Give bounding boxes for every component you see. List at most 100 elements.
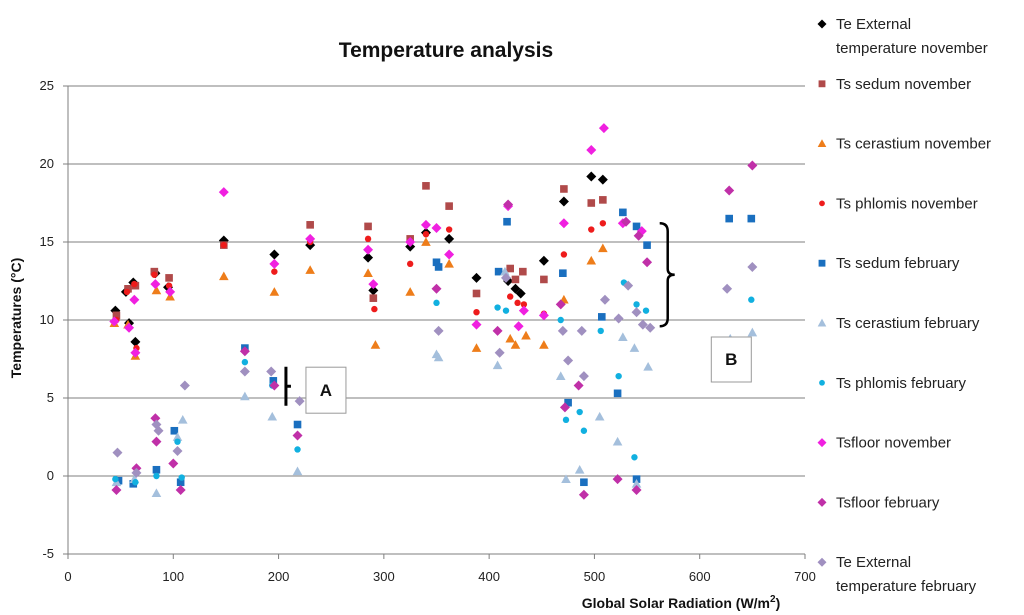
data-point: [471, 343, 482, 352]
data-point: [563, 355, 574, 366]
data-point: [151, 285, 162, 295]
data-point: [594, 411, 605, 421]
x-tick-label: 300: [373, 569, 395, 584]
x-axis-title: Global Solar Radiation (W/m2): [582, 594, 780, 611]
data-point: [539, 340, 549, 349]
legend-label: Tsfloor february: [836, 494, 940, 511]
data-point: [293, 420, 302, 429]
data-point: [471, 272, 482, 283]
data-point: [444, 249, 455, 260]
data-point: [177, 415, 188, 424]
data-point: [170, 426, 179, 435]
data-point: [151, 271, 158, 278]
legend-marker: [817, 19, 827, 29]
x-tick-label: 100: [162, 569, 184, 584]
data-point: [587, 199, 596, 207]
data-point: [406, 260, 414, 268]
data-point: [271, 268, 278, 275]
data-point: [130, 347, 141, 358]
data-point: [131, 467, 142, 478]
data-point: [618, 332, 628, 341]
data-point: [580, 478, 588, 487]
data-point: [165, 274, 173, 282]
data-point: [433, 352, 444, 362]
data-point: [500, 272, 511, 283]
data-point: [642, 307, 650, 314]
series-7: [112, 279, 755, 486]
data-point: [502, 307, 510, 314]
data-point: [510, 340, 521, 349]
data-point: [294, 396, 305, 407]
data-point: [266, 366, 277, 377]
legend-marker: [818, 259, 826, 267]
series-2: [112, 182, 607, 320]
legend-label: Ts sedum november: [836, 76, 971, 93]
data-point: [515, 288, 526, 299]
data-point: [555, 371, 566, 380]
legend-item: Te External temperature november: [817, 16, 988, 57]
data-point: [363, 252, 374, 263]
data-point: [631, 485, 642, 496]
data-point: [421, 237, 431, 246]
data-point: [559, 402, 570, 413]
data-point: [576, 408, 583, 416]
data-point: [165, 286, 176, 297]
data-point: [431, 222, 442, 233]
data-point: [559, 269, 567, 277]
data-point: [722, 283, 733, 294]
data-point: [597, 174, 608, 185]
data-point: [597, 327, 604, 335]
data-point: [445, 202, 453, 210]
data-point: [368, 285, 379, 296]
legend-item: Tsfloor november: [817, 435, 951, 452]
data-point: [747, 327, 758, 337]
data-point: [151, 488, 162, 497]
data-point: [643, 241, 651, 249]
data-point: [538, 310, 549, 321]
legend-label: Ts cerastium february: [836, 315, 980, 332]
data-point: [747, 261, 758, 272]
bracket: [659, 222, 675, 328]
data-point: [520, 301, 528, 308]
data-point: [306, 221, 314, 229]
annotation-b: B: [659, 222, 752, 383]
data-point: [130, 336, 141, 347]
data-point: [112, 447, 123, 458]
data-point: [747, 214, 756, 223]
data-point: [521, 330, 531, 340]
data-point: [422, 182, 430, 190]
data-point: [494, 347, 505, 358]
x-tick-label: 600: [689, 569, 711, 584]
data-point: [506, 264, 514, 273]
legend-item: Ts phlomis november: [819, 195, 978, 212]
data-point: [623, 280, 634, 291]
data-point: [422, 231, 430, 238]
x-tick-labels: 0 100 200 300 400 500 600 700: [64, 569, 815, 584]
annotation-box: [305, 366, 347, 414]
data-point: [586, 171, 597, 182]
series-10: [112, 261, 758, 478]
data-point: [473, 309, 480, 316]
legend-label: Tsfloor november: [836, 435, 951, 452]
data-point: [505, 333, 515, 343]
data-point: [748, 296, 755, 303]
data-point: [725, 214, 733, 223]
x-tick-label: 0: [64, 569, 71, 584]
annotations: AB: [284, 222, 752, 414]
data-point: [111, 485, 122, 496]
data-point: [580, 427, 588, 434]
data-point: [179, 380, 190, 391]
data-point: [599, 294, 610, 305]
data-point: [168, 458, 179, 469]
data-point: [555, 299, 566, 310]
data-point: [305, 265, 315, 274]
data-point: [503, 217, 511, 226]
legend-item: Te External temperature february: [817, 554, 977, 595]
y-axis-title: Temperatures (°C): [8, 258, 24, 378]
data-point: [492, 360, 503, 370]
data-point: [597, 313, 606, 321]
data-point: [615, 372, 622, 380]
data-point: [507, 293, 514, 300]
data-point: [239, 346, 250, 357]
legend-marker: [817, 318, 827, 327]
